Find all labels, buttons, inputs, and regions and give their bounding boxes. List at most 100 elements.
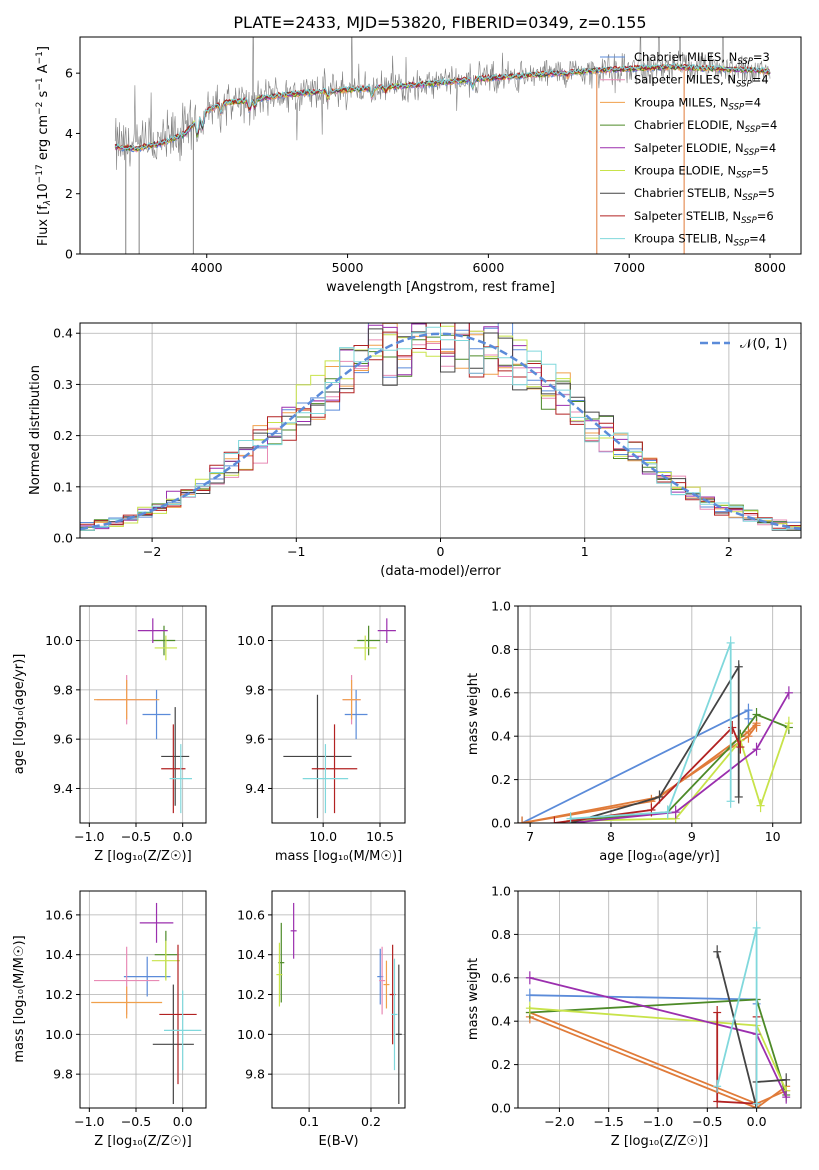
point-kroupa-stelib — [164, 990, 202, 1071]
series-line — [521, 722, 758, 823]
y-tick-label: 9.8 — [53, 1067, 73, 1082]
axes-frame — [271, 890, 406, 1109]
y-axis-label: mass weight — [466, 958, 481, 1040]
legend-entry-sub: SSP — [742, 193, 758, 203]
legend-entry-name: Chabrier STELIB, N — [634, 186, 742, 200]
series-line — [521, 724, 758, 823]
y-axis-label-part: −17 — [35, 164, 45, 183]
y-tick-label: 10.0 — [237, 633, 265, 648]
y-tick-label: 0 — [65, 247, 73, 262]
legend-entry-sub: SSP — [734, 239, 750, 249]
series-kroupa-stelib — [713, 921, 761, 1108]
x-tick-label: −0.5 — [692, 1114, 722, 1129]
y-tick-label: 0.8 — [491, 642, 511, 657]
legend-entry-name: Kroupa ELODIE, N — [634, 164, 736, 178]
x-axis-label: Z [log₁₀(Z/Z☉)] — [94, 849, 191, 864]
series-kroupa-stelib — [566, 636, 735, 823]
plot-area-residuals — [80, 323, 801, 531]
legend-entry-sub: SSP — [736, 80, 752, 90]
point-salpeter-miles — [379, 946, 386, 1015]
legend-entry-count: =4 — [760, 118, 777, 132]
legend-entry-count: =3 — [753, 50, 770, 64]
point-chabrier-elodie — [357, 625, 380, 656]
x-tick-label: 5000 — [332, 260, 364, 275]
y-tick-label: 10.2 — [45, 987, 73, 1002]
legend-entry-count: =4 — [744, 95, 761, 109]
y-tick-label: 2 — [65, 186, 73, 201]
point-salpeter-stelib — [161, 724, 186, 814]
y-tick-label: 0.2 — [491, 1057, 511, 1072]
legend-entry: Chabrier STELIB, NSSP=5 — [634, 186, 775, 203]
x-tick-label: 0.0 — [173, 829, 193, 844]
legend-entry-sub: SSP — [744, 148, 760, 158]
y-tick-label: 1.0 — [491, 884, 511, 899]
point-kroupa-miles — [91, 986, 163, 1019]
plot-area-mass_weight_vs_Z — [525, 921, 791, 1108]
series-line — [521, 708, 750, 823]
y-tick-label: 0.0 — [491, 816, 511, 831]
point-salpeter-elodie — [290, 902, 297, 959]
legend-entry-count: =4 — [749, 232, 766, 246]
legend-entry: Kroupa STELIB, NSSP=4 — [634, 232, 766, 249]
y-axis-label-part: 10 — [36, 183, 51, 200]
axes-spectrum: 4000 5000 6000 7000 8000 0 2 4 6 wavelength [Angs… — [35, 36, 802, 295]
x-axis-label: (data-model)/error — [380, 564, 501, 579]
axes-frame — [271, 605, 406, 824]
y-tick-label: 0.0 — [53, 531, 73, 546]
point-kroupa-elodie — [353, 635, 377, 661]
legend-entry: Salpeter STELIB, NSSP=6 — [634, 209, 774, 226]
x-tick-label: 10 — [765, 829, 781, 844]
x-tick-label: −0.5 — [121, 829, 151, 844]
x-tick-label: 6000 — [472, 260, 504, 275]
y-tick-label: 0.4 — [491, 1014, 511, 1029]
legend-entry-count: =5 — [752, 164, 769, 178]
legend: 𝒩(0, 1) — [700, 337, 787, 352]
point-kroupa-elodie — [154, 635, 178, 661]
point-salpeter-elodie — [139, 902, 174, 943]
series-chabrier-stelib — [713, 945, 791, 1108]
axes-age_vs_mass: 10.0 10.5 9.4 9.6 9.8 10.0 mass [log₁₀(M/M☉)] — [237, 605, 406, 864]
x-tick-label: 7000 — [613, 260, 645, 275]
y-tick-label: 0.3 — [53, 377, 73, 392]
y-tick-label: 0.4 — [53, 326, 73, 341]
axes-frame — [79, 890, 207, 1109]
x-tick-label: 1 — [581, 544, 589, 559]
y-axis-label: mass weight — [466, 673, 481, 755]
legend-entry-name: Chabrier ELODIE, N — [634, 118, 745, 132]
point-kroupa-elodie — [276, 942, 283, 1007]
y-tick-label: 10.4 — [45, 947, 73, 962]
axes-age_vs_Z: −1.0 −0.5 0.0 9.4 9.6 9.8 10.0 Z [log₁₀(Z/Z☉)] a… — [12, 605, 207, 864]
point-salpeter-elodie — [137, 618, 168, 643]
y-axis-label: age [log₁₀(age/yr)] — [12, 654, 27, 775]
point-salpeter-elodie — [377, 618, 396, 643]
point-chabrier-stelib — [395, 964, 402, 1105]
y-tick-label: 9.4 — [245, 781, 265, 796]
x-tick-label: 4000 — [191, 260, 223, 275]
series-line — [570, 663, 740, 823]
axes-mass_weight_vs_Z: −2.0 −1.5 −1.0 −0.5 0.0 0.0 0.2 0.4 0.6 0.8 1.0 Z [… — [466, 884, 802, 1149]
x-tick-label: −2.0 — [544, 1114, 574, 1129]
series-salpeter-miles — [518, 716, 761, 823]
axes-residuals: −2 −1 0 1 2 0.0 0.1 0.2 0.3 0.4 (data-model)/error… — [28, 322, 802, 579]
model-line-kroupa-stelib — [115, 63, 771, 150]
point-chabrier-stelib — [283, 694, 352, 819]
legend-entry-name: Salpeter ELODIE, N — [634, 141, 744, 155]
y-axis-label-part: −1 — [35, 51, 45, 64]
legend-entry-count: =4 — [759, 141, 776, 155]
plot-area-spectrum — [114, 37, 771, 254]
series-line — [716, 951, 787, 1108]
x-tick-label: 0.1 — [299, 1114, 319, 1129]
y-axis-label-part: A — [36, 64, 51, 77]
axes-mass_vs_EBV: 0.1 0.2 9.8 10.0 10.2 10.4 10.6 E(B-V) — [237, 890, 406, 1149]
y-tick-label: 0.8 — [491, 927, 511, 942]
legend-entry-sub: SSP — [737, 57, 753, 67]
legend-entry-sub: SSP — [736, 171, 752, 181]
point-kroupa-elodie — [151, 940, 180, 981]
point-kroupa-stelib — [302, 744, 349, 814]
point-kroupa-miles — [342, 679, 361, 720]
point-kroupa-stelib — [169, 744, 192, 814]
point-chabrier-stelib — [152, 984, 194, 1105]
y-tick-label: 9.8 — [245, 682, 265, 697]
point-kroupa-miles — [94, 679, 160, 720]
